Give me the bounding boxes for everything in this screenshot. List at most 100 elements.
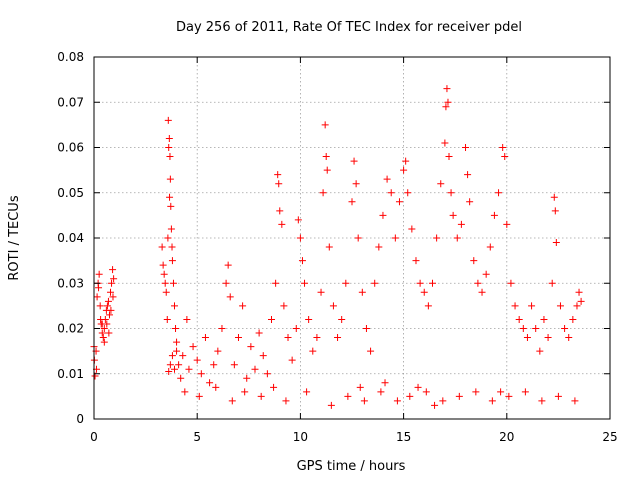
data-point — [442, 103, 450, 111]
data-point — [255, 329, 263, 337]
x-tick-label: 10 — [293, 430, 308, 444]
data-point — [321, 121, 329, 129]
data-point — [173, 338, 181, 346]
data-point — [189, 343, 197, 351]
data-point — [402, 157, 410, 165]
x-tick-label: 15 — [396, 430, 411, 444]
data-point — [210, 361, 218, 369]
data-point — [371, 279, 379, 287]
data-point — [354, 234, 362, 242]
data-point — [395, 198, 403, 206]
data-point — [515, 315, 523, 323]
data-point — [222, 279, 230, 287]
data-point — [218, 325, 226, 332]
data-point — [362, 325, 370, 332]
data-point — [412, 257, 420, 265]
data-point — [185, 365, 193, 373]
data-point — [212, 383, 220, 391]
data-point — [294, 216, 302, 224]
data-point — [536, 347, 544, 355]
data-point — [228, 397, 236, 405]
data-point — [243, 374, 251, 382]
data-point — [575, 288, 583, 296]
data-point — [167, 225, 175, 233]
data-point — [503, 220, 511, 228]
data-point — [99, 334, 107, 342]
data-point — [356, 383, 364, 391]
data-point — [565, 334, 573, 342]
x-tick-label: 0 — [90, 430, 98, 444]
data-point — [298, 257, 306, 265]
data-point — [367, 347, 375, 355]
y-tick-label: 0.07 — [57, 95, 84, 109]
data-point — [161, 279, 169, 287]
y-tick-label: 0.03 — [57, 276, 84, 290]
data-point — [160, 270, 168, 278]
data-point — [422, 388, 430, 396]
data-point — [519, 325, 527, 332]
data-point — [170, 365, 178, 373]
data-point — [292, 325, 300, 332]
data-point — [110, 275, 118, 283]
data-point — [462, 144, 470, 151]
data-point — [554, 392, 562, 400]
data-point — [322, 153, 330, 161]
data-point — [230, 361, 238, 369]
data-point — [420, 288, 428, 296]
data-point — [309, 347, 317, 355]
data-point — [280, 302, 288, 310]
data-point — [303, 388, 311, 396]
data-point — [457, 220, 465, 228]
data-point — [505, 392, 513, 400]
data-point — [532, 325, 540, 332]
data-point — [197, 370, 205, 378]
data-point — [507, 279, 515, 287]
data-point — [381, 379, 389, 387]
data-point — [97, 315, 105, 323]
data-point — [108, 279, 116, 287]
data-point — [158, 243, 166, 251]
data-point — [490, 211, 498, 219]
data-point — [284, 334, 292, 342]
data-point — [241, 388, 249, 396]
data-point — [449, 211, 457, 219]
data-point — [501, 153, 509, 161]
data-point — [103, 302, 111, 310]
data-point — [439, 397, 447, 405]
x-tick-label: 20 — [499, 430, 514, 444]
data-point — [278, 220, 286, 228]
y-tick-label: 0.01 — [57, 367, 84, 381]
data-point — [251, 365, 259, 373]
data-point — [488, 397, 496, 405]
data-point — [165, 144, 173, 151]
data-point — [263, 370, 271, 378]
data-point — [162, 288, 170, 296]
data-point — [464, 171, 472, 179]
data-point — [195, 392, 203, 400]
data-point — [270, 383, 278, 391]
data-point — [433, 234, 441, 242]
data-point — [497, 388, 505, 396]
data-point — [179, 352, 187, 360]
data-point — [272, 279, 280, 287]
y-tick-label: 0.05 — [57, 186, 84, 200]
data-point — [206, 379, 214, 387]
data-point — [400, 166, 408, 174]
data-points — [90, 85, 585, 409]
data-point — [552, 239, 560, 247]
data-point — [445, 153, 453, 161]
data-point — [406, 392, 414, 400]
data-point — [482, 270, 490, 278]
data-point — [105, 329, 113, 337]
data-point — [360, 397, 368, 405]
data-point — [387, 189, 395, 197]
data-point — [104, 297, 112, 305]
data-point — [201, 334, 209, 342]
data-point — [175, 361, 183, 369]
data-point — [166, 153, 174, 161]
data-point — [288, 356, 296, 364]
data-point — [342, 279, 350, 287]
data-point — [166, 193, 174, 201]
data-point — [550, 193, 558, 201]
data-point — [257, 392, 265, 400]
